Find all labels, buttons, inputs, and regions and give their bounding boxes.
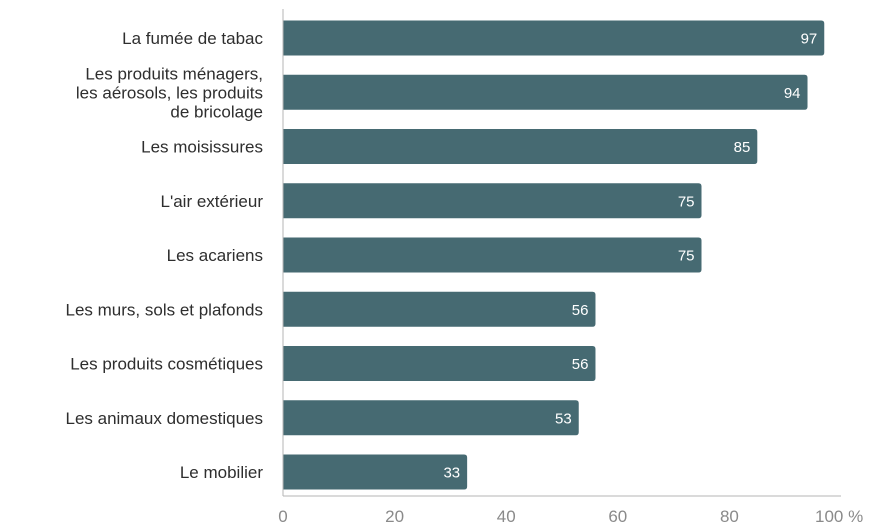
category-labels-group: La fumée de tabac Les produits ménagers, l… <box>65 29 263 482</box>
bar-value-label: 97 <box>801 31 818 48</box>
category-label: La fumée de tabac <box>122 29 263 48</box>
bar-value-label: 56 <box>572 302 589 319</box>
bars-group: 97 94 85 75 75 56 56 53 33 <box>283 21 824 490</box>
x-tick-label: 40 <box>497 507 516 526</box>
bar <box>283 400 579 435</box>
bar-value-label: 85 <box>734 139 751 156</box>
x-tick-label: 60 <box>608 507 627 526</box>
category-label: Les moisissures <box>141 138 263 157</box>
bar <box>283 238 702 273</box>
bar-value-label: 75 <box>678 193 695 210</box>
x-tick-label: 0 <box>278 507 287 526</box>
bar-value-label: 75 <box>678 248 695 265</box>
category-label: Les produits ménagers, les aérosols, les … <box>76 64 263 121</box>
bar-value-label: 56 <box>572 356 589 373</box>
bar <box>283 75 808 110</box>
category-label: Les produits cosmétiques <box>70 355 263 374</box>
bar <box>283 129 757 164</box>
category-label: Les acariens <box>167 246 263 265</box>
bar-value-label: 94 <box>784 85 801 102</box>
category-label: L'air extérieur <box>161 192 264 211</box>
category-label: Les murs, sols et plafonds <box>66 300 263 319</box>
bar <box>283 21 824 56</box>
bar <box>283 292 595 327</box>
bar-value-label: 33 <box>443 465 460 482</box>
x-tick-label: 100 % <box>815 507 863 526</box>
category-label: Les animaux domestiques <box>65 409 263 428</box>
x-tick-label: 20 <box>385 507 404 526</box>
x-tick-label: 80 <box>720 507 739 526</box>
bar <box>283 183 702 218</box>
bar-value-label: 53 <box>555 410 572 427</box>
bar <box>283 455 467 490</box>
category-label: Le mobilier <box>180 463 263 482</box>
bar <box>283 346 595 381</box>
